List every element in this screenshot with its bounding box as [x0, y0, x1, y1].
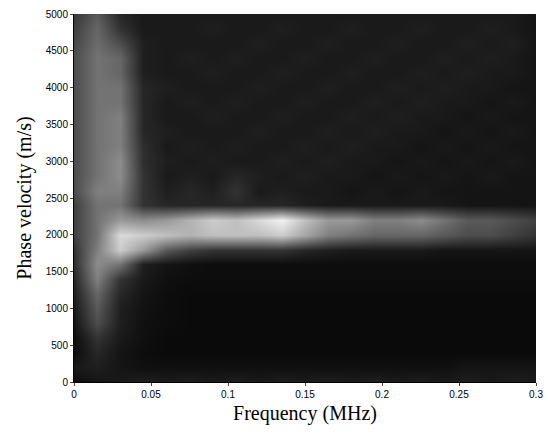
svg-text:4500: 4500: [46, 45, 69, 56]
svg-text:2500: 2500: [46, 193, 69, 204]
svg-text:5000: 5000: [46, 9, 69, 20]
svg-text:0.15: 0.15: [295, 389, 315, 400]
svg-text:3000: 3000: [46, 156, 69, 167]
svg-text:Phase velocity (m/s): Phase velocity (m/s): [13, 116, 36, 279]
svg-text:0.2: 0.2: [375, 389, 389, 400]
svg-text:2000: 2000: [46, 229, 69, 240]
svg-text:1000: 1000: [46, 303, 69, 314]
svg-text:Frequency (MHz): Frequency (MHz): [233, 402, 377, 425]
svg-text:500: 500: [51, 340, 68, 351]
svg-text:0.25: 0.25: [449, 389, 469, 400]
svg-text:1500: 1500: [46, 266, 69, 277]
svg-text:0: 0: [62, 377, 68, 388]
svg-text:4000: 4000: [46, 82, 69, 93]
svg-text:0: 0: [71, 389, 77, 400]
svg-text:0.3: 0.3: [529, 389, 543, 400]
svg-text:0.1: 0.1: [221, 389, 235, 400]
svg-text:3500: 3500: [46, 119, 69, 130]
svg-text:0.05: 0.05: [141, 389, 161, 400]
